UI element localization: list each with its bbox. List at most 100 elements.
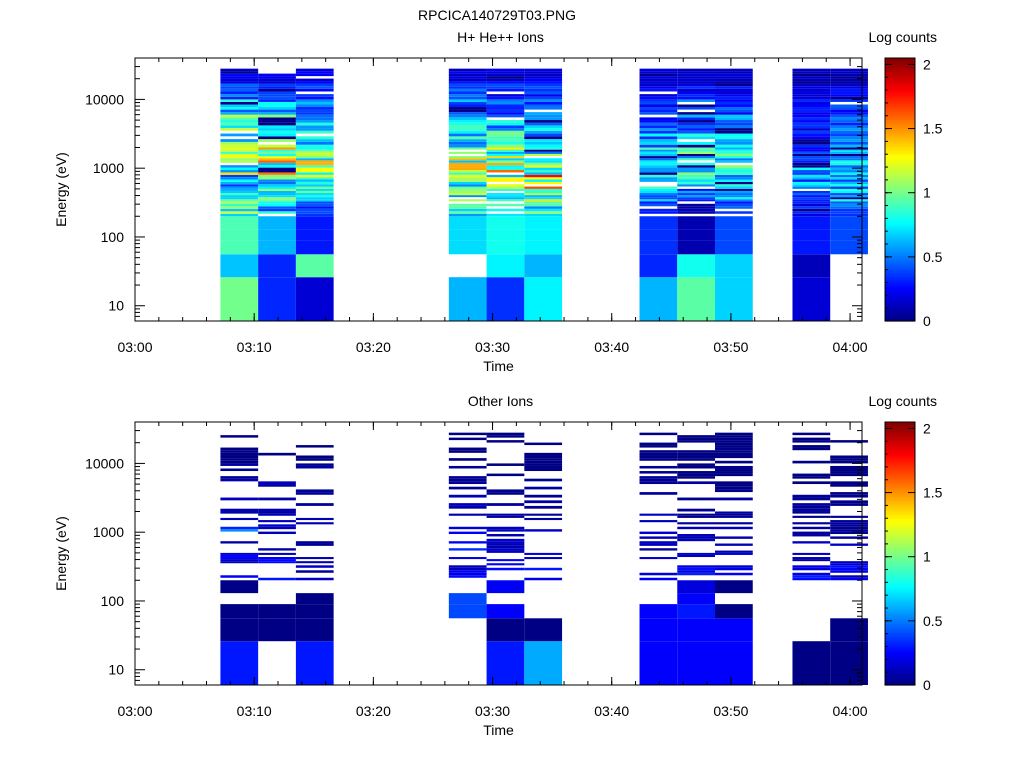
heatmap-cell (639, 139, 678, 142)
colorbar-segment (885, 231, 915, 234)
heatmap-cell (448, 73, 487, 77)
heatmap-cell (295, 195, 334, 198)
heatmap-cell (715, 68, 753, 72)
colorbar-segment (885, 277, 915, 280)
heatmap-cell (524, 557, 563, 560)
heatmap-cell (295, 522, 334, 525)
colorbar-segment (885, 500, 915, 504)
colorbar-segment (885, 156, 915, 160)
y-tick-label: 10 (108, 662, 124, 678)
heatmap-cell (486, 128, 525, 131)
heatmap-cell (524, 170, 563, 173)
heatmap-cell (715, 156, 753, 159)
heatmap-cell (295, 445, 334, 448)
heatmap-cell (448, 71, 487, 74)
heatmap-cell (295, 229, 334, 241)
colorbar-segment (885, 244, 915, 248)
heatmap-cell (715, 526, 753, 530)
colorbar-segment (885, 161, 915, 164)
heatmap-cell (295, 144, 334, 148)
heatmap-cell (220, 76, 259, 79)
heatmap-cell (677, 179, 716, 182)
colorbar-segment (885, 652, 915, 655)
heatmap-cell (830, 188, 868, 191)
heatmap-cell (830, 203, 868, 207)
heatmap-cell (715, 473, 753, 477)
heatmap-cell (486, 68, 525, 72)
heatmap-cell (524, 208, 563, 212)
heatmap-cell (830, 114, 868, 118)
heatmap-cell (792, 203, 831, 207)
colorbar-segment (885, 505, 915, 509)
plot-frame (134, 421, 863, 686)
x-tick-label: 03:10 (237, 339, 272, 355)
colorbar-segment (885, 636, 915, 640)
y-tick-label: 10 (108, 298, 124, 314)
heatmap-cell (830, 208, 868, 212)
heatmap-cell (258, 561, 296, 564)
heatmap-cell (792, 508, 831, 512)
heatmap-cell (448, 76, 487, 79)
colorbar-segment (885, 200, 915, 204)
heatmap-cell (524, 552, 563, 555)
heatmap-cell (295, 517, 334, 521)
heatmap-cell (792, 211, 831, 214)
colorbar-segment (885, 461, 915, 465)
heatmap-cell (715, 130, 753, 134)
heatmap-cell (258, 133, 296, 137)
heatmap-cell (524, 112, 563, 115)
heatmap-cell (792, 511, 831, 514)
colorbar-segment (885, 614, 915, 618)
heatmap-cell (524, 86, 563, 89)
heatmap-cell (524, 199, 563, 202)
heatmap-cell (486, 96, 525, 100)
heatmap-cell (677, 618, 716, 642)
heatmap-cell (295, 128, 334, 131)
heatmap-cell (486, 174, 525, 178)
heatmap-cell (830, 531, 868, 535)
heatmap-cell (295, 96, 334, 100)
heatmap-cell (448, 83, 487, 87)
heatmap-cell (830, 136, 868, 140)
colorbar-segment (885, 193, 915, 197)
heatmap-cell (792, 160, 831, 163)
colorbar-segment (885, 674, 915, 677)
colorbar-segment (885, 108, 915, 112)
colorbar-segment (885, 625, 915, 629)
heatmap-cell (639, 492, 678, 495)
heatmap-cell (792, 151, 831, 154)
heatmap-cell (295, 197, 334, 200)
heatmap-cell (639, 193, 678, 196)
heatmap-cell (448, 170, 487, 173)
colorbar-segment (885, 575, 915, 579)
colorbar-segment (885, 220, 915, 223)
heatmap-cell (295, 112, 334, 115)
colorbar-segment (885, 647, 915, 651)
heatmap-cell (830, 195, 868, 198)
heatmap-cell (715, 435, 753, 438)
colorbar-segment (885, 619, 915, 623)
colorbar-segment (885, 564, 915, 568)
colorbar-segment (885, 457, 915, 460)
heatmap-cell (677, 206, 716, 209)
heatmap-cell (524, 144, 563, 148)
heatmap-cell (792, 162, 831, 166)
heatmap-cell (220, 133, 259, 137)
heatmap-cell (295, 216, 334, 230)
colorbar-segment (885, 632, 915, 636)
heatmap-cell (524, 81, 563, 84)
heatmap-cell (220, 141, 259, 145)
heatmap-cell (792, 505, 831, 509)
heatmap-cell (524, 139, 563, 142)
heatmap-cell (677, 172, 716, 175)
heatmap-cell (448, 213, 487, 217)
heatmap-cell (258, 604, 296, 619)
heatmap-cell (792, 481, 831, 485)
heatmap-cell (677, 162, 716, 166)
colorbar-segment (885, 527, 915, 530)
heatmap-cell (486, 136, 525, 140)
heatmap-cell (715, 160, 753, 163)
heatmap-cell (677, 99, 716, 102)
heatmap-cell (639, 88, 678, 92)
heatmap-cell (486, 559, 525, 562)
